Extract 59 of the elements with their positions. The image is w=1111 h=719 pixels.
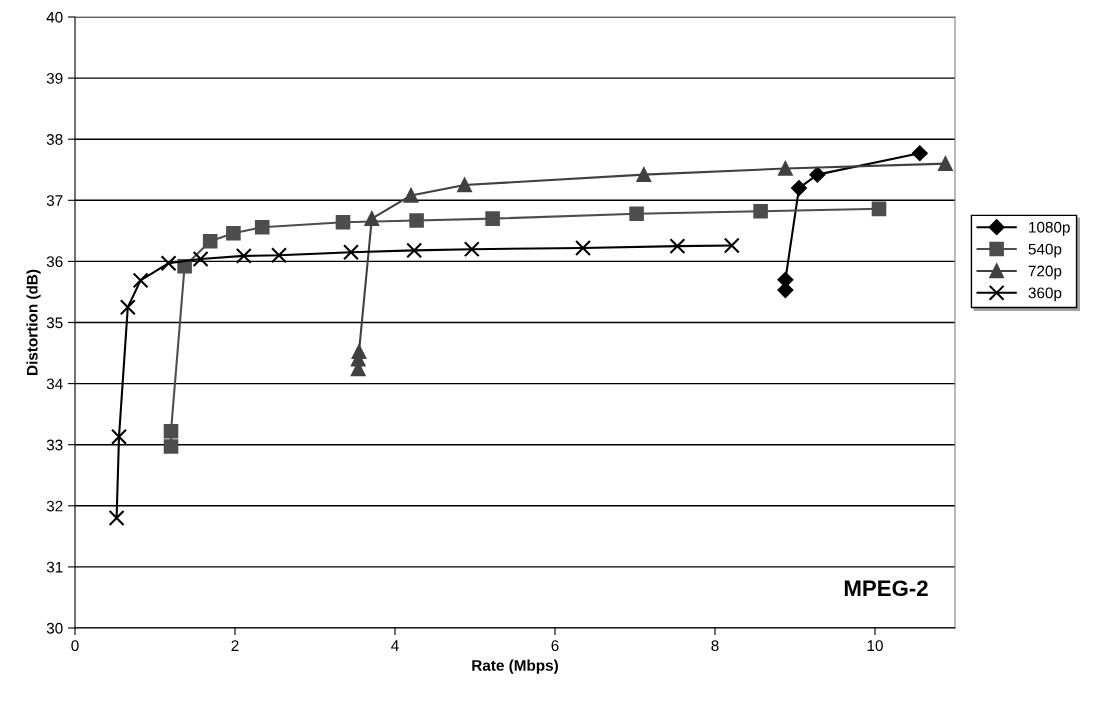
point bbox=[723, 237, 740, 254]
point bbox=[351, 344, 367, 360]
point bbox=[108, 510, 125, 526]
point bbox=[791, 180, 807, 196]
legend-label: 540p bbox=[1028, 243, 1062, 258]
x-tick-label: 4 bbox=[391, 640, 399, 651]
x-axis-title: Rate (Mbps) bbox=[472, 659, 558, 674]
point bbox=[111, 428, 127, 445]
y-tick-label: 33 bbox=[46, 439, 63, 451]
point bbox=[938, 156, 953, 171]
point bbox=[335, 215, 351, 230]
point bbox=[163, 423, 179, 439]
point bbox=[364, 211, 380, 226]
y-tick-label: 31 bbox=[46, 561, 63, 573]
legend-label: 1080p bbox=[1029, 221, 1070, 236]
y-tick-label: 34 bbox=[46, 378, 63, 390]
point bbox=[753, 204, 768, 219]
point bbox=[485, 211, 500, 226]
point bbox=[871, 201, 887, 217]
y-tick-label: 32 bbox=[46, 500, 63, 512]
point bbox=[235, 247, 252, 264]
x-tick-label: 2 bbox=[231, 640, 239, 651]
y-axis-title: Distortion (dB) bbox=[26, 269, 41, 375]
y-tick-label: 30 bbox=[46, 622, 63, 634]
legend-label: 360p bbox=[1028, 287, 1062, 302]
point bbox=[809, 166, 826, 183]
point bbox=[132, 272, 149, 289]
point bbox=[271, 247, 287, 264]
y-tick-label: 40 bbox=[46, 11, 63, 23]
point bbox=[575, 239, 591, 256]
point bbox=[202, 233, 218, 249]
point bbox=[406, 242, 423, 259]
y-tick-label: 36 bbox=[46, 256, 63, 268]
point bbox=[160, 255, 177, 272]
x-tick-label: 10 bbox=[867, 640, 883, 652]
point bbox=[119, 299, 136, 316]
point bbox=[669, 238, 686, 255]
point bbox=[409, 213, 424, 228]
x-tick-label: 8 bbox=[711, 640, 719, 652]
y-tick-label: 39 bbox=[46, 72, 63, 84]
x-tick-label: 6 bbox=[551, 640, 559, 652]
y-tick-label: 35 bbox=[46, 317, 63, 329]
y-tick-label: 37 bbox=[46, 195, 63, 206]
point bbox=[463, 241, 480, 258]
legend-label: 720p bbox=[1028, 265, 1062, 280]
annotation: MPEG-2 bbox=[844, 580, 928, 597]
point bbox=[457, 177, 472, 193]
point bbox=[254, 219, 270, 235]
point bbox=[163, 439, 179, 454]
point bbox=[629, 206, 644, 222]
point bbox=[636, 167, 652, 182]
y-tick-label: 38 bbox=[46, 134, 63, 145]
point bbox=[343, 244, 359, 261]
point bbox=[778, 161, 793, 176]
point bbox=[911, 145, 928, 162]
point bbox=[226, 226, 241, 241]
x-tick-label: 0 bbox=[71, 640, 79, 652]
point bbox=[403, 188, 419, 203]
point bbox=[192, 250, 209, 267]
